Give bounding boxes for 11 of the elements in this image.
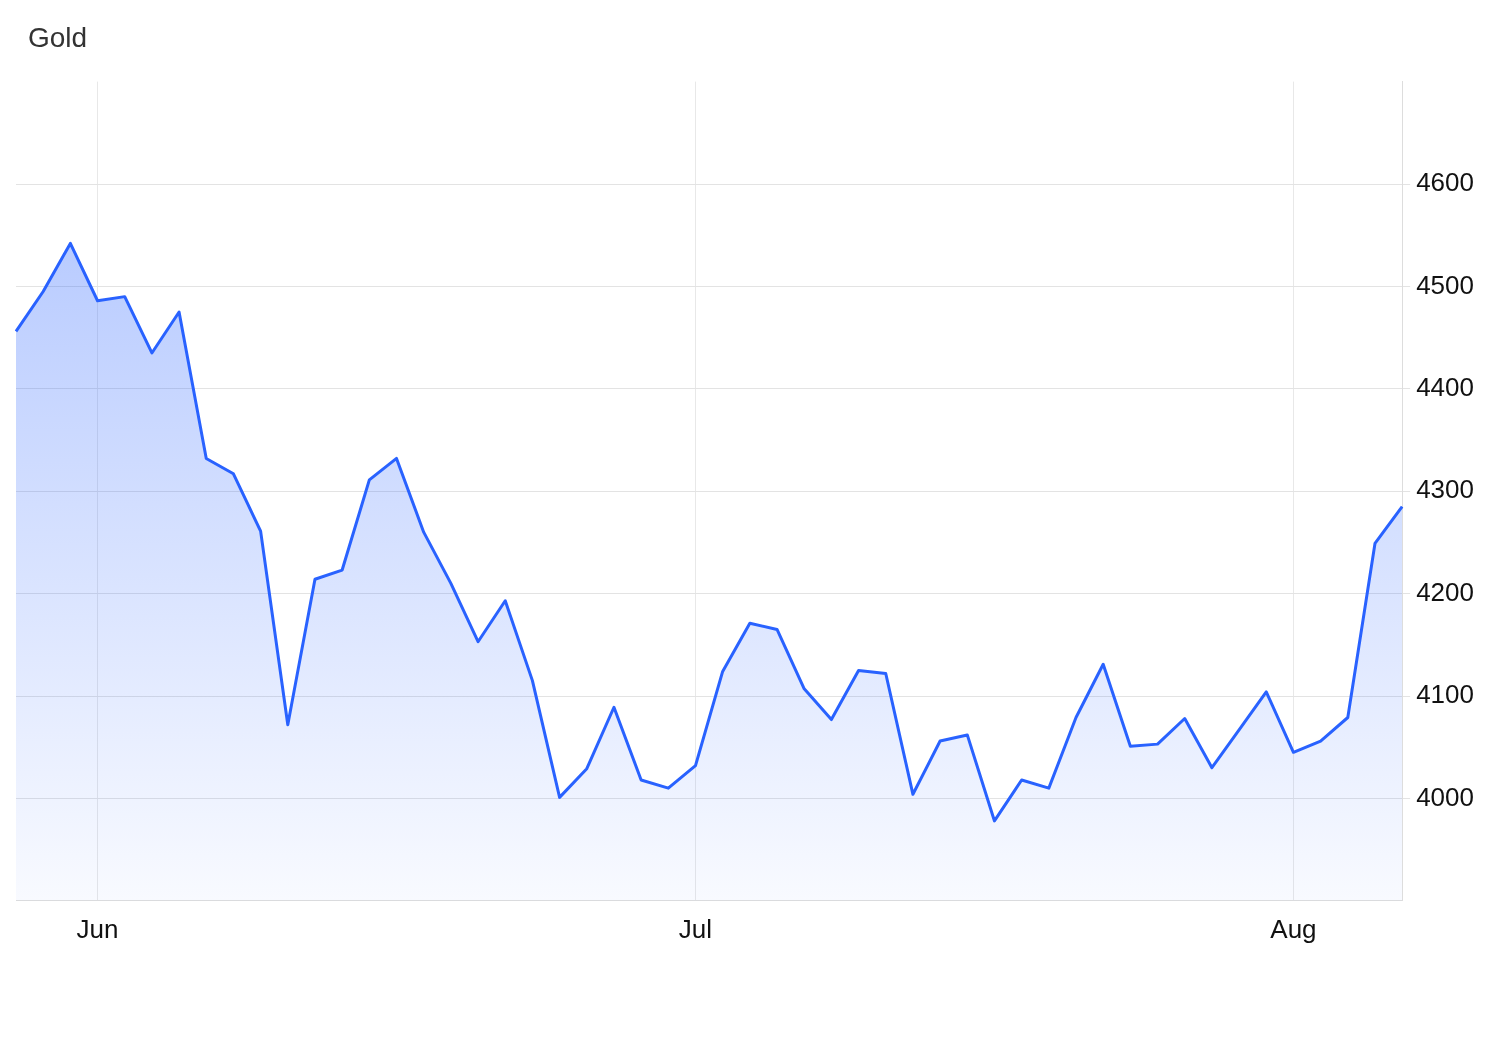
x-tick-label: Jun — [76, 913, 119, 944]
x-tick-label: Jul — [678, 913, 713, 944]
y-tick-label: 4500 — [1416, 269, 1474, 300]
y-tick-label: 4000 — [1416, 781, 1474, 812]
y-tick-label: 4100 — [1416, 679, 1474, 710]
x-tick-label: Aug — [1270, 913, 1317, 944]
y-tick-label: 4400 — [1416, 371, 1474, 402]
y-tick-label: 4200 — [1416, 576, 1474, 607]
y-tick-label: 4600 — [1416, 167, 1474, 198]
y-tick-label: 4300 — [1416, 474, 1474, 505]
chart-title: Gold — [28, 22, 88, 54]
